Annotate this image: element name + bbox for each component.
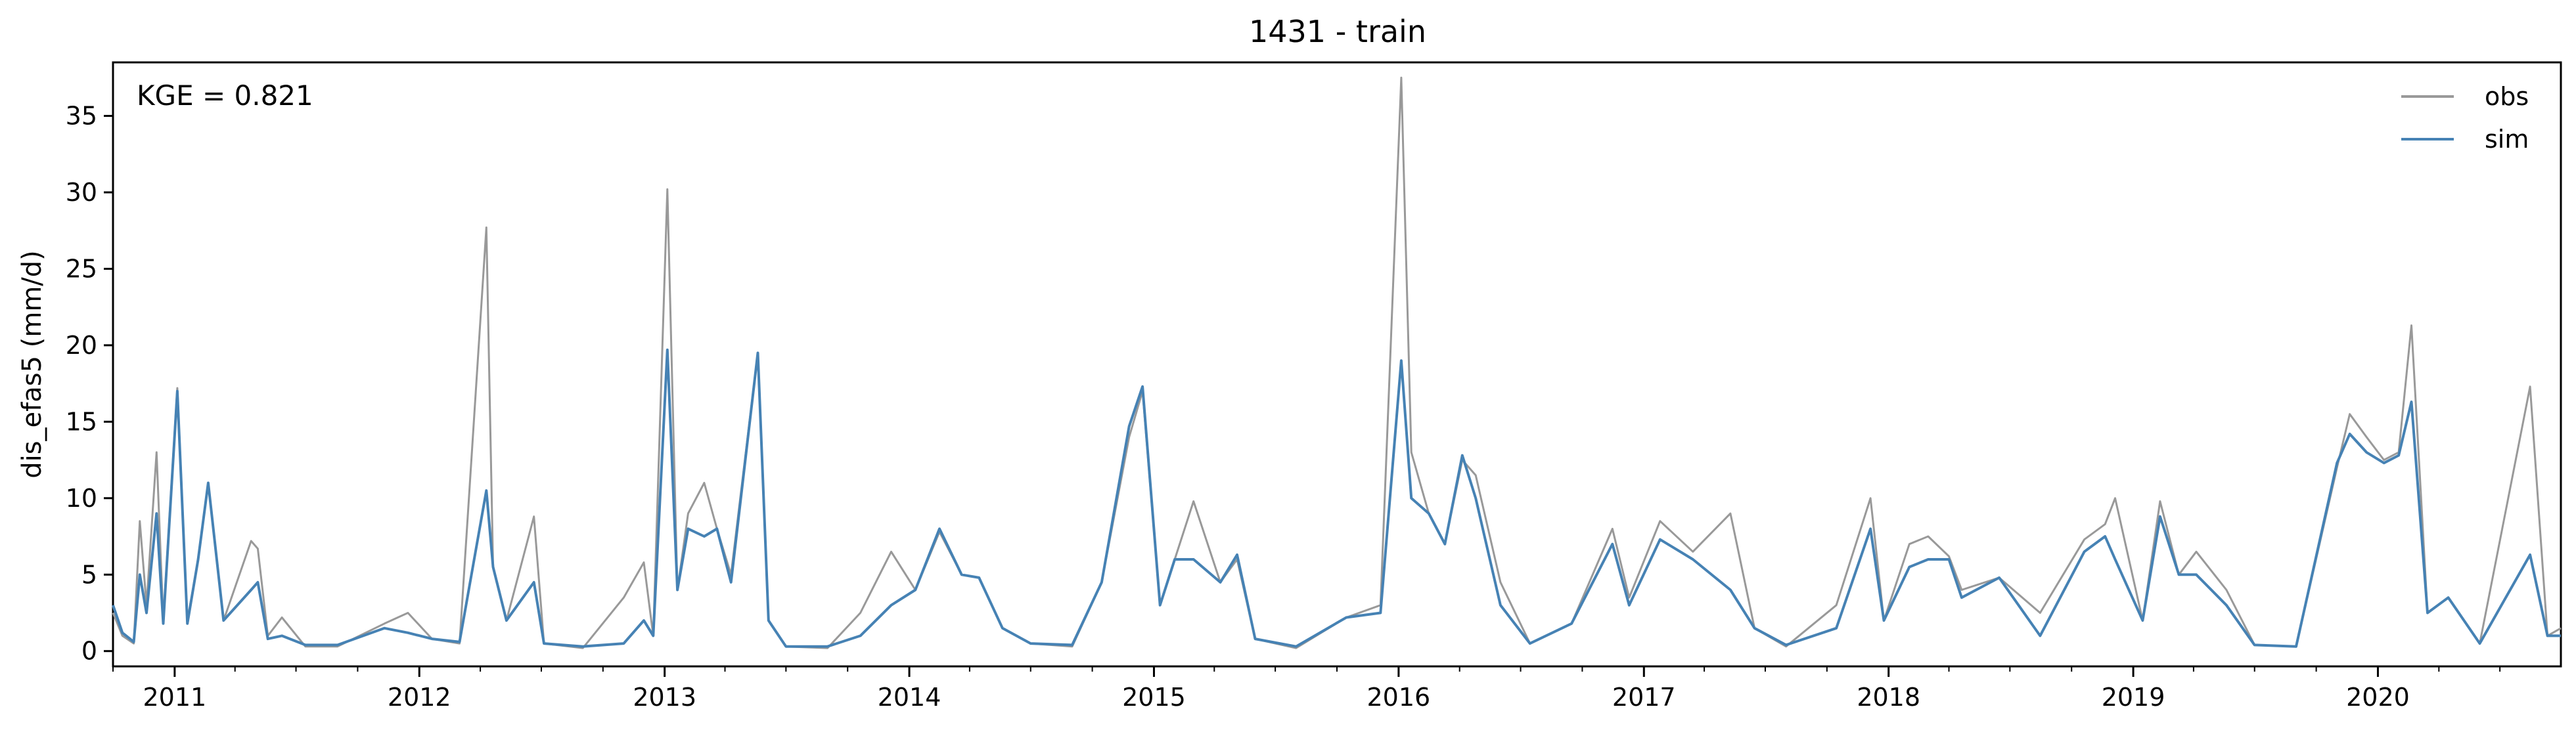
y-axis-label: dis_efas5 (mm/d) <box>17 250 47 479</box>
y-tick-label: 0 <box>81 637 97 666</box>
x-tick-label: 2015 <box>1122 683 1186 712</box>
kge-annotation: KGE = 0.821 <box>137 79 313 112</box>
y-tick-label: 25 <box>66 254 97 283</box>
x-tick-label: 2017 <box>1612 683 1676 712</box>
y-axis: 0 5 10 15 20 25 30 35 <box>66 102 113 666</box>
legend-label-sim: sim <box>2485 125 2529 154</box>
series-layer <box>112 76 2562 649</box>
y-tick-label: 15 <box>66 407 97 436</box>
x-tick-label: 2019 <box>2102 683 2165 712</box>
plot-area <box>112 61 2562 668</box>
series-line-sim <box>112 348 2561 648</box>
x-tick-label: 2020 <box>2346 683 2410 712</box>
x-tick-label: 2012 <box>388 683 451 712</box>
y-tick-label: 5 <box>81 560 97 589</box>
x-tick-label: 2013 <box>633 683 696 712</box>
x-tick-label: 2014 <box>878 683 941 712</box>
y-tick-label: 30 <box>66 178 97 207</box>
y-tick-label: 10 <box>66 484 97 513</box>
legend: obs sim <box>2401 82 2529 154</box>
x-tick-label: 2011 <box>143 683 207 712</box>
x-tick-label: 2018 <box>1857 683 1920 712</box>
x-tick-label: 2016 <box>1367 683 1431 712</box>
y-tick-label: 20 <box>66 331 97 360</box>
x-axis: 2011 2012 2013 2014 2015 2016 2017 2018 2019 2020 <box>112 666 2501 712</box>
y-tick-label: 35 <box>66 102 97 131</box>
chart-title: 1431 - train <box>1249 14 1426 49</box>
legend-label-obs: obs <box>2485 82 2529 111</box>
